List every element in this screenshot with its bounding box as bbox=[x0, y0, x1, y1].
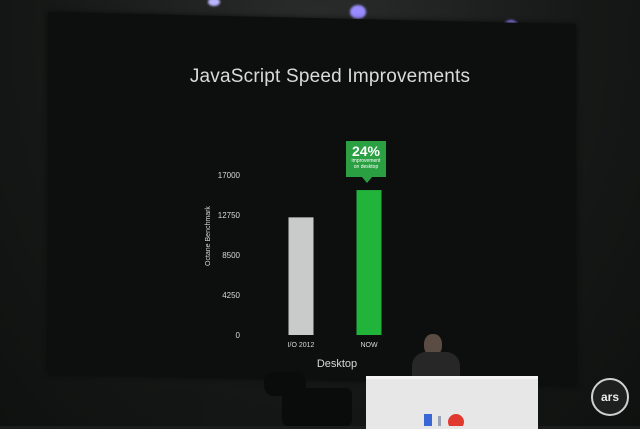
x-axis-categories: I/O 2012 NOW bbox=[288, 342, 378, 349]
x-axis-title: Desktop bbox=[317, 358, 357, 370]
bar bbox=[356, 190, 382, 335]
bar bbox=[288, 217, 314, 335]
callout-pointer bbox=[362, 177, 372, 183]
camera-rig bbox=[282, 388, 352, 426]
bars bbox=[288, 190, 382, 335]
slide-title: JavaScript Speed Improvements bbox=[189, 66, 471, 87]
stage-light bbox=[350, 5, 366, 19]
event-logo bbox=[424, 414, 464, 426]
y-axis-ticks: 0 4250 8500 12750 17000 bbox=[218, 171, 241, 340]
y-tick-label: 12750 bbox=[218, 211, 241, 220]
y-tick-label: 8500 bbox=[222, 251, 240, 260]
callout-line-1: improvement bbox=[351, 158, 381, 164]
x-category-label: NOW bbox=[360, 342, 378, 349]
callout-percent: 24% bbox=[351, 143, 381, 159]
callout-line-2: on desktop bbox=[353, 164, 379, 170]
improvement-callout: 24% improvement on desktop bbox=[346, 141, 386, 177]
y-tick-label: 17000 bbox=[218, 171, 241, 180]
ars-watermark: ars bbox=[591, 378, 629, 416]
y-axis-title: Octane Benchmark bbox=[205, 206, 212, 266]
y-tick-label: 0 bbox=[236, 331, 241, 340]
audience-silhouette bbox=[150, 388, 204, 426]
speaker-body bbox=[412, 352, 460, 378]
speaker-head bbox=[424, 334, 442, 356]
stage-light bbox=[208, 0, 220, 6]
x-category-label: I/O 2012 bbox=[288, 342, 315, 349]
y-tick-label: 4250 bbox=[222, 291, 240, 300]
